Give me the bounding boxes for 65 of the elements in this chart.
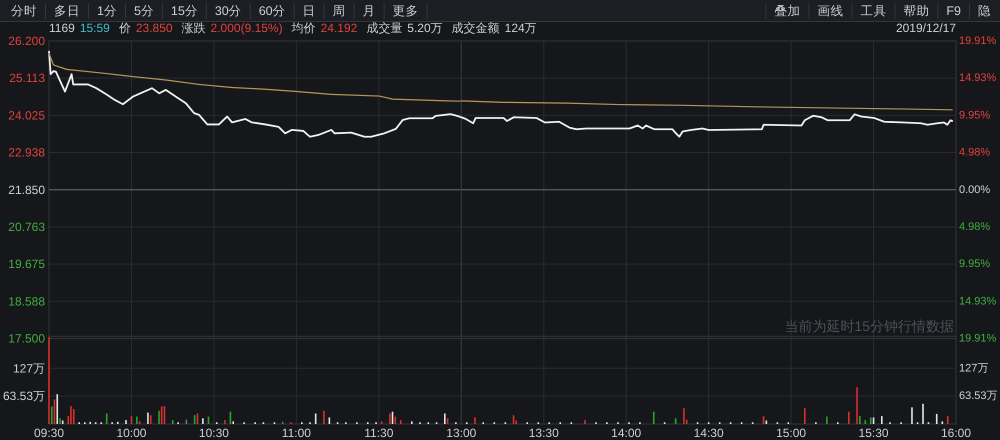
y-tick-label: 63.53万	[2, 389, 45, 404]
text: 124万	[504, 21, 537, 35]
x-tick-label: 10:00	[116, 426, 147, 440]
text: 60分	[258, 4, 286, 18]
x-tick-label: 09:30	[34, 426, 64, 440]
x-tick-label: 13:30	[528, 426, 560, 440]
text: 叠加	[774, 4, 800, 18]
x-tick-label: 11:00	[282, 426, 312, 440]
y-tick-label: 4.98%	[959, 146, 990, 159]
y-tick-label: 24.025	[8, 108, 46, 122]
x-tick-label: 10:30	[198, 426, 230, 440]
text: 涨跌	[182, 21, 206, 35]
x-tick-label: 16:00	[940, 426, 972, 440]
text: 工具	[860, 4, 886, 18]
y-tick-label: 9.95%	[959, 109, 990, 122]
annotation: 当前为延时15分钟行情数据	[784, 318, 954, 334]
y-tick-label: 19.91%	[959, 332, 997, 344]
text: 30分	[214, 4, 242, 18]
y-tick-label: 63.53万	[959, 390, 998, 402]
text: 1169	[49, 21, 76, 35]
text: F9	[946, 4, 962, 18]
text: 周	[332, 4, 346, 18]
text: 画线	[817, 4, 844, 18]
y-tick-label: 0.00%	[959, 184, 990, 196]
y-tick-label: 4.98%	[959, 220, 990, 233]
text: 5分	[134, 4, 154, 18]
text: 多日	[54, 4, 80, 18]
text: 日	[302, 4, 316, 18]
text: 成交量	[366, 21, 402, 35]
y-tick-label: 18.588	[8, 294, 46, 308]
x-tick-label: 11:30	[364, 426, 394, 440]
y-tick-label: 14.93%	[959, 72, 997, 84]
y-tick-label: 25.113	[9, 71, 46, 86]
text: 24.192	[320, 21, 358, 35]
y-tick-label: 127万	[12, 361, 45, 376]
text: 帮助	[903, 4, 930, 18]
text: 15:59	[80, 21, 110, 35]
text: 价	[118, 21, 131, 35]
text: 2.000(9.15%)	[210, 21, 283, 35]
x-tick-label: 15:30	[858, 426, 889, 440]
y-tick-label: 17.500	[8, 332, 46, 346]
y-tick-label: 14.93%	[959, 295, 997, 308]
y-tick-label: 26.200	[8, 34, 46, 48]
y-tick-label: 19.91%	[959, 35, 997, 47]
x-tick-label: 14:00	[611, 426, 642, 440]
text: 月	[362, 4, 376, 18]
text: 2019/12/17	[896, 21, 956, 35]
x-tick-label: 13:00	[446, 426, 477, 440]
y-tick-label: 22.938	[8, 146, 46, 160]
y-tick-label: 20.763	[8, 220, 46, 234]
y-tick-label: 19.675	[8, 257, 46, 272]
text: 更多	[392, 4, 419, 18]
y-tick-label: 127万	[959, 362, 988, 374]
text: 23.850	[136, 21, 173, 35]
text: 5.20万	[407, 21, 443, 35]
text: 均价	[290, 21, 316, 35]
text: 成交金额	[452, 21, 500, 35]
text: 1分	[97, 4, 117, 18]
x-tick-label: 15:00	[776, 426, 806, 440]
text: 分时	[11, 4, 37, 18]
y-tick-label: 21.850	[8, 182, 46, 197]
y-tick-label: 9.95%	[959, 258, 990, 270]
text: 15分	[170, 4, 198, 18]
x-tick-label: 14:30	[694, 426, 724, 440]
text: 隐	[978, 4, 991, 18]
